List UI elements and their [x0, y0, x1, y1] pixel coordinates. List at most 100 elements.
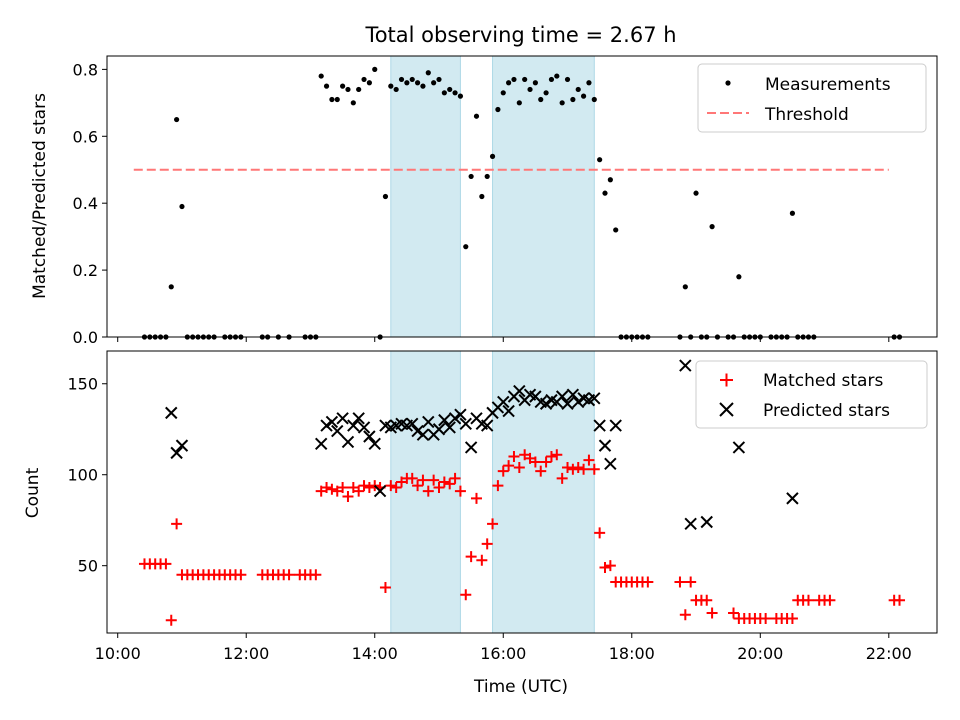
measurement-point — [500, 90, 506, 96]
matched-star-point — [433, 481, 445, 493]
bottom-panel: 50 100 150 10:00 12:00 14:00 16:00 18:00 20:00 2… — [23, 350, 938, 697]
predicted-star-point — [502, 404, 515, 418]
measurement-point — [447, 86, 453, 93]
predicted-star-point — [422, 415, 435, 429]
matched-star-point — [583, 454, 595, 466]
matched-star-point — [160, 558, 172, 570]
measurement-point — [548, 76, 555, 83]
matched-star-point — [545, 451, 557, 463]
measurement-point — [586, 80, 592, 86]
measurement-point — [564, 76, 571, 83]
matched-star-point — [283, 569, 295, 581]
matched-star-point — [363, 481, 375, 493]
measurement-point — [468, 173, 474, 180]
matched-star-point — [824, 594, 836, 606]
predicted-star-point — [700, 515, 713, 529]
predicted-star-point — [165, 406, 178, 420]
predicted-star-point — [336, 412, 349, 425]
measurement-point — [559, 100, 565, 106]
predicted-star-point — [497, 395, 510, 409]
matched-star-point — [412, 480, 424, 492]
matched-star-point — [342, 491, 354, 503]
matched-star-point — [165, 614, 177, 626]
matched-star-point — [701, 594, 713, 606]
measurement-point — [323, 83, 330, 89]
predicted-star-point — [555, 390, 569, 403]
predicted-star-point — [438, 413, 451, 427]
bottom-yticks: 50 100 150 — [67, 375, 107, 576]
measurement-point — [168, 284, 174, 290]
top-shaded-interval — [390, 55, 461, 338]
measurement-point — [441, 90, 447, 96]
matched-star-point — [679, 609, 691, 621]
matched-star-point — [337, 481, 349, 493]
measurement-point — [607, 177, 613, 183]
top-ytick-label: 0.6 — [73, 127, 98, 146]
matched-star-point — [588, 463, 600, 475]
measurement-point — [591, 96, 597, 103]
measurement-point — [570, 96, 576, 103]
matched-star-point — [529, 456, 541, 468]
measurement-point — [495, 106, 501, 113]
measurement-point — [457, 93, 464, 99]
measurement-point — [473, 113, 480, 119]
measurement-point — [409, 76, 415, 83]
predicted-star-point — [454, 408, 467, 421]
measurement-point — [388, 83, 394, 89]
matched-star-point — [476, 554, 488, 566]
predicted-star-point — [331, 424, 344, 438]
matched-star-point — [786, 612, 798, 624]
bottom-legend-box — [695, 360, 928, 429]
predicted-star-point — [732, 441, 746, 454]
top-panel: 0.00.20.40.60.8 Matched/Predicted stars … — [30, 55, 938, 347]
predicted-star-point — [347, 419, 360, 432]
matched-star-point — [497, 465, 509, 477]
xtick-label: 18:00 — [609, 644, 655, 663]
measurement-point — [393, 86, 399, 93]
predicted-star-point — [464, 441, 478, 454]
measurement-point — [613, 227, 619, 233]
xtick-label: 16:00 — [480, 644, 526, 663]
top-xticks — [117, 337, 890, 342]
xtick-label: 14:00 — [352, 644, 398, 663]
measurement-point — [340, 83, 346, 89]
top-ytick-label: 0.0 — [73, 328, 98, 347]
measurement-point — [414, 80, 421, 86]
measurement-point — [489, 153, 496, 159]
bottom-xticks: 10:00 12:00 14:00 16:00 18:00 20:00 22:00 — [95, 633, 912, 663]
measurement-point — [693, 190, 699, 196]
matched-star-point — [760, 612, 772, 624]
top-yticks: 0.0 0.2 0.4 0.6 0.8 — [73, 60, 107, 347]
matched-star-point — [540, 456, 552, 468]
xtick-label: 10:00 — [95, 644, 141, 663]
matched-star-point — [470, 492, 482, 504]
matched-star-point — [449, 472, 461, 484]
matched-star-point — [578, 463, 590, 475]
measurement-point — [174, 116, 180, 123]
predicted-star-point — [561, 397, 574, 410]
bottom-shaded-regions — [390, 350, 595, 634]
predicted-star-point — [684, 517, 697, 531]
bottom-ytick-label: 50 — [78, 557, 98, 576]
bottom-ytick-label: 150 — [67, 375, 98, 394]
measurement-point — [372, 66, 378, 72]
predicted-star-point — [566, 388, 580, 401]
measurement-point — [329, 96, 335, 103]
top-ytick-label: 0.4 — [73, 194, 98, 213]
predicted-star-point — [593, 419, 606, 432]
measurement-point — [179, 203, 185, 210]
legend-matched-label: Matched stars — [763, 371, 883, 391]
matched-star-point — [492, 480, 504, 492]
matched-star-point — [572, 461, 584, 473]
top-ytick-label: 0.2 — [73, 261, 98, 280]
measurement-point — [452, 90, 458, 96]
measurement-point — [361, 76, 367, 83]
predicted-star-point — [373, 484, 387, 498]
xtick-label: 12:00 — [223, 644, 269, 663]
matched-star-point — [599, 562, 611, 574]
matched-star-point — [454, 485, 466, 497]
predicted-star-point — [368, 437, 381, 450]
matched-star-point — [604, 560, 616, 572]
predicted-star-point — [341, 435, 355, 449]
